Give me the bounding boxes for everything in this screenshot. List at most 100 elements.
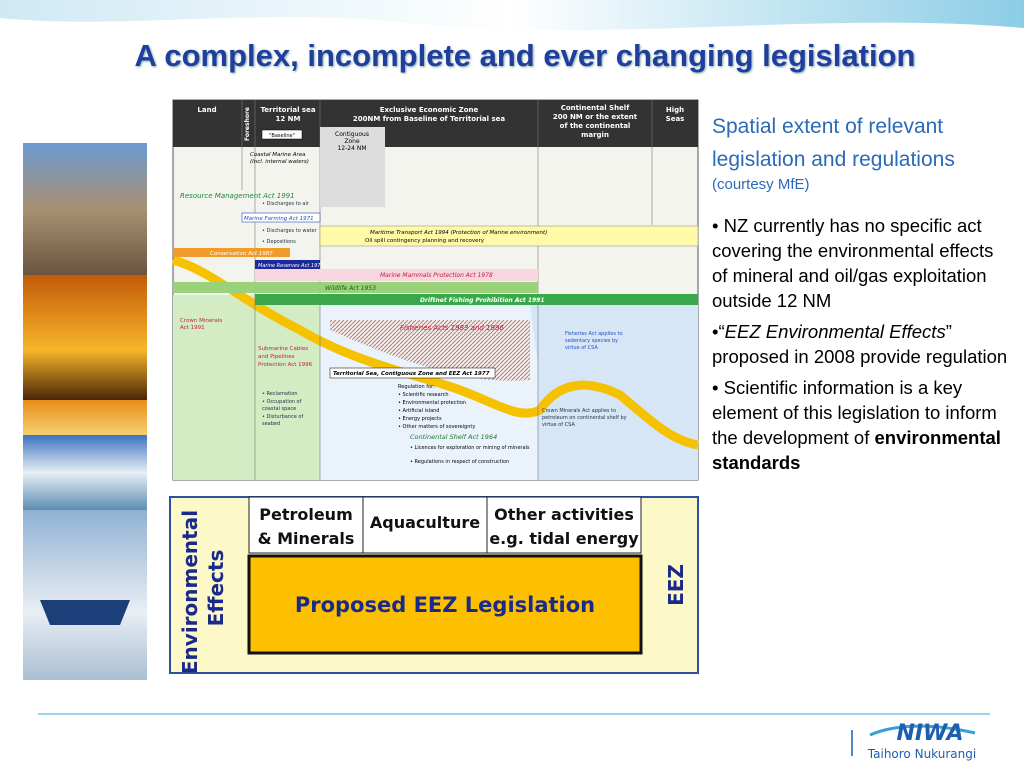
act: Resource Management Act 1991: [180, 192, 295, 200]
act: Fisheries Acts 1983 and 1996: [400, 324, 504, 332]
note: Regulation for:: [398, 384, 435, 390]
act: Maritime Transport Act 1994 (Protection …: [370, 230, 547, 236]
note: • Environmental protection: [398, 400, 466, 406]
text: EEZ Environmental Effects: [724, 321, 946, 342]
note: • Artificial island: [398, 408, 439, 414]
note: • Reclamation: [262, 391, 298, 397]
note: virtue of CSA: [565, 345, 598, 351]
note: (Incl. internal waters): [250, 159, 309, 165]
act: Conservation Act 1987: [210, 251, 273, 257]
header: margin: [581, 131, 609, 139]
box-label: e.g. tidal energy: [489, 529, 639, 548]
deep-sea: [320, 305, 698, 440]
note: Coastal Marine Area: [250, 152, 306, 158]
header: Continental Shelf: [561, 104, 630, 112]
header: Land: [197, 106, 216, 114]
proposed-label: Proposed EEZ Legislation: [295, 593, 595, 617]
baseline-label: "Baseline": [269, 133, 295, 139]
note: Fisheries Act applies to: [565, 331, 623, 337]
side-label: Environmental: [178, 510, 202, 674]
side-label: Effects: [204, 550, 228, 627]
header: Exclusive Economic Zone: [380, 106, 479, 114]
logo-sub: Taihoro Nukurangi: [867, 747, 976, 761]
note: • Occupation of: [262, 399, 302, 405]
note: Contiguous: [335, 131, 369, 138]
slide-title: A complex, incomplete and ever changing …: [134, 38, 916, 73]
photo-rig: [23, 400, 147, 435]
note: • Regulations in respect of construction: [410, 459, 509, 465]
text: • Scientific information is a key elemen…: [712, 377, 997, 448]
box-label: Other activities: [494, 505, 634, 524]
note: 12-24 NM: [337, 145, 366, 152]
text: environmental standards: [712, 427, 1001, 473]
header: High: [666, 106, 684, 114]
text: ” proposed in 2008 provide regulation: [712, 321, 1008, 367]
bullet: • NZ currently has no specific act cover…: [712, 215, 994, 311]
photo-rig-sunset: [23, 275, 147, 400]
note: Crown Minerals Act applies to: [542, 408, 616, 414]
legislation-diagram: Land Foreshore Territorial sea 12 NM Exc…: [171, 99, 699, 481]
logo-swoosh: [869, 724, 976, 737]
header: 12 NM: [275, 115, 300, 123]
logo-name: NIWA: [896, 721, 963, 746]
courtesy: (courtesy MfE): [712, 176, 810, 193]
header: 200 NM or the extent: [553, 113, 638, 121]
box: [486, 496, 642, 554]
note: • Licences for exploration or mining of …: [410, 445, 530, 451]
header: Territorial sea: [260, 106, 315, 114]
proposed-box: [247, 554, 643, 655]
photo-ship: [23, 510, 147, 680]
ship-hull: [40, 600, 130, 625]
note: Oil spill contingency planning and recov…: [365, 238, 485, 244]
act: Crown Minerals: [180, 318, 222, 324]
act: Continental Shelf Act 1964: [410, 433, 497, 441]
top-wave: [0, 0, 1024, 31]
header-row: [173, 100, 698, 147]
act: Submarine Cables: [258, 346, 308, 352]
note: • Discharges to air: [262, 201, 310, 207]
fisheries-zone: [330, 320, 530, 381]
header: Seas: [666, 115, 685, 123]
note: • Discharges to water: [262, 228, 318, 234]
header: of the continental: [560, 122, 631, 130]
seabed: [171, 255, 699, 450]
act: Marine Reserves Act 1971: [258, 263, 324, 269]
note: petroleum on continental shelf by: [542, 415, 627, 421]
note: • Other matters of sovereignty: [398, 424, 475, 430]
act: Marine Mammals Protection Act 1978: [380, 272, 493, 279]
act: Driftnet Fishing Prohibition Act 1991: [420, 297, 545, 304]
note: • Scientific research: [398, 392, 449, 398]
act: and Pipelines: [258, 354, 295, 360]
note: • Energy projects: [398, 416, 442, 422]
note: virtue of CSA: [542, 422, 575, 428]
note: Zone: [344, 138, 360, 145]
photo-man: [23, 143, 147, 275]
act: Protection Act 1996: [258, 362, 313, 368]
contiguous-box: [320, 127, 385, 207]
act: Wildlife Act 1953: [325, 285, 376, 292]
side-text: Spatial extent of relevant legislation a…: [712, 110, 1012, 481]
box-label: Petroleum: [259, 505, 353, 524]
box: [362, 496, 488, 554]
side-heading: Spatial extent of relevant legislation a…: [712, 115, 955, 171]
box-label: Aquaculture: [370, 513, 480, 532]
note: seabed: [262, 421, 280, 427]
act: Act 1991: [180, 325, 205, 331]
box: [248, 496, 364, 554]
act: Marine Farming Act 1971: [244, 216, 314, 222]
note: • Disturbance of: [262, 414, 303, 420]
text: •“: [712, 321, 725, 342]
box-label: & Minerals: [258, 529, 355, 548]
header: 200NM from Baseline of Territorial sea: [353, 115, 506, 123]
photo-mountains: [23, 435, 147, 510]
header: Foreshore: [244, 107, 251, 141]
bullet: •“EEZ Environmental Effects” proposed in…: [712, 319, 1012, 369]
act: Territorial Sea, Contiguous Zone and EEZ…: [333, 371, 490, 377]
note: coastal space: [262, 406, 296, 412]
side-label: EEZ: [664, 564, 688, 606]
note: • Depositions: [262, 239, 296, 245]
bullet: • Scientific information is a key elemen…: [712, 375, 1012, 475]
note: sedentary species by: [565, 338, 618, 344]
